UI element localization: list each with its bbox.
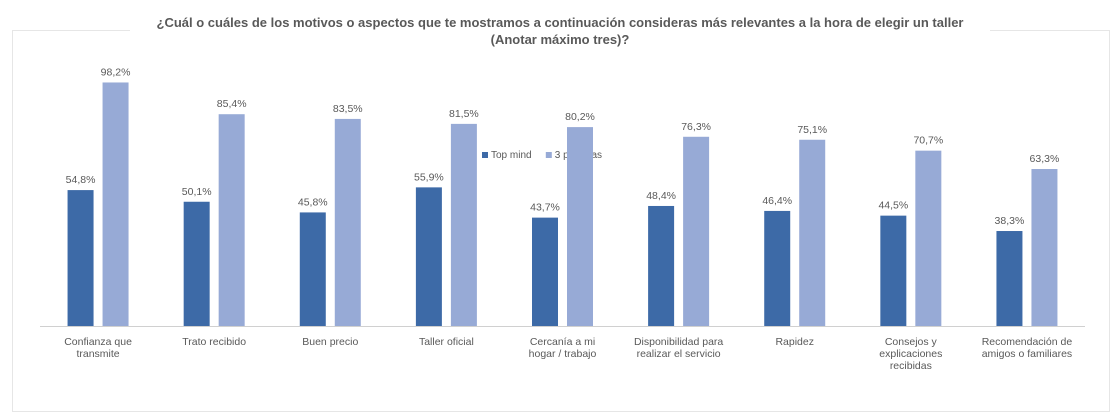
bar-3-primeras-7 [799, 139, 826, 326]
bar-3-primeras-8 [915, 150, 942, 326]
bar-top-mind-4 [415, 187, 442, 326]
bar-3-primeras-3 [334, 118, 361, 326]
data-label-top-mind-1: 54,8% [66, 174, 96, 186]
category-label-3: Buen precio [302, 336, 358, 348]
data-label-top-mind-5: 43,7% [530, 202, 560, 214]
bar-3-primeras-5 [567, 127, 593, 326]
data-label-3-primeras-7: 75,1% [797, 124, 827, 136]
data-label-top-mind-2: 50,1% [182, 186, 212, 198]
data-label-3-primeras-6: 76,3% [681, 121, 711, 133]
category-label-7: Rapidez [775, 336, 814, 348]
bar-top-mind-6 [648, 205, 675, 326]
bar-3-primeras-9 [1031, 169, 1058, 326]
data-label-top-mind-4: 55,9% [414, 171, 444, 183]
bar-top-mind-5 [532, 217, 558, 326]
bar-top-mind-7 [764, 210, 791, 326]
bar-3-primeras-2 [218, 114, 245, 326]
category-label-4: Taller oficial [419, 336, 474, 348]
bar-3-primeras-1 [102, 82, 129, 327]
bar-top-mind-2 [183, 201, 210, 326]
legend-swatch-2 [545, 152, 552, 158]
data-label-top-mind-7: 46,4% [762, 195, 792, 207]
legend-swatch-1 [482, 152, 488, 158]
data-label-top-mind-6: 48,4% [646, 190, 676, 202]
data-label-3-primeras-1: 98,2% [101, 66, 131, 78]
chart-title: ¿Cuál o cuáles de los motivos o aspectos… [156, 15, 964, 47]
bar-3-primeras-4 [450, 123, 477, 326]
bar-top-mind-3 [299, 212, 326, 326]
bar-top-mind-9 [996, 231, 1023, 326]
data-label-3-primeras-8: 70,7% [913, 135, 943, 147]
category-label-5: Cercanía a mi hogar / trabajo [529, 336, 597, 360]
category-label-6: Disponibilidad para realizar el servicio [634, 336, 723, 360]
data-label-3-primeras-3: 83,5% [333, 103, 363, 115]
title-background [130, 20, 990, 68]
data-label-3-primeras-2: 85,4% [217, 98, 247, 110]
category-label-1: Confianza que transmite [64, 336, 132, 360]
category-label-8: Consejos y explicaciones recibidas [879, 336, 942, 372]
data-label-3-primeras-9: 63,3% [1030, 153, 1060, 165]
category-label-9: Recomendación de amigos o familiares [982, 336, 1073, 360]
data-label-top-mind-9: 38,3% [995, 215, 1025, 227]
bar-top-mind-8 [880, 215, 907, 326]
data-label-3-primeras-5: 80,2% [565, 111, 595, 123]
data-label-top-mind-8: 44,5% [878, 200, 908, 212]
category-label-2: Trato recibido [182, 336, 246, 348]
bar-top-mind-1 [67, 190, 94, 326]
bar-3-primeras-6 [683, 136, 710, 326]
legend-label-1: Top mind [491, 150, 532, 161]
data-label-3-primeras-4: 81,5% [449, 108, 479, 120]
data-label-top-mind-3: 45,8% [298, 196, 328, 208]
